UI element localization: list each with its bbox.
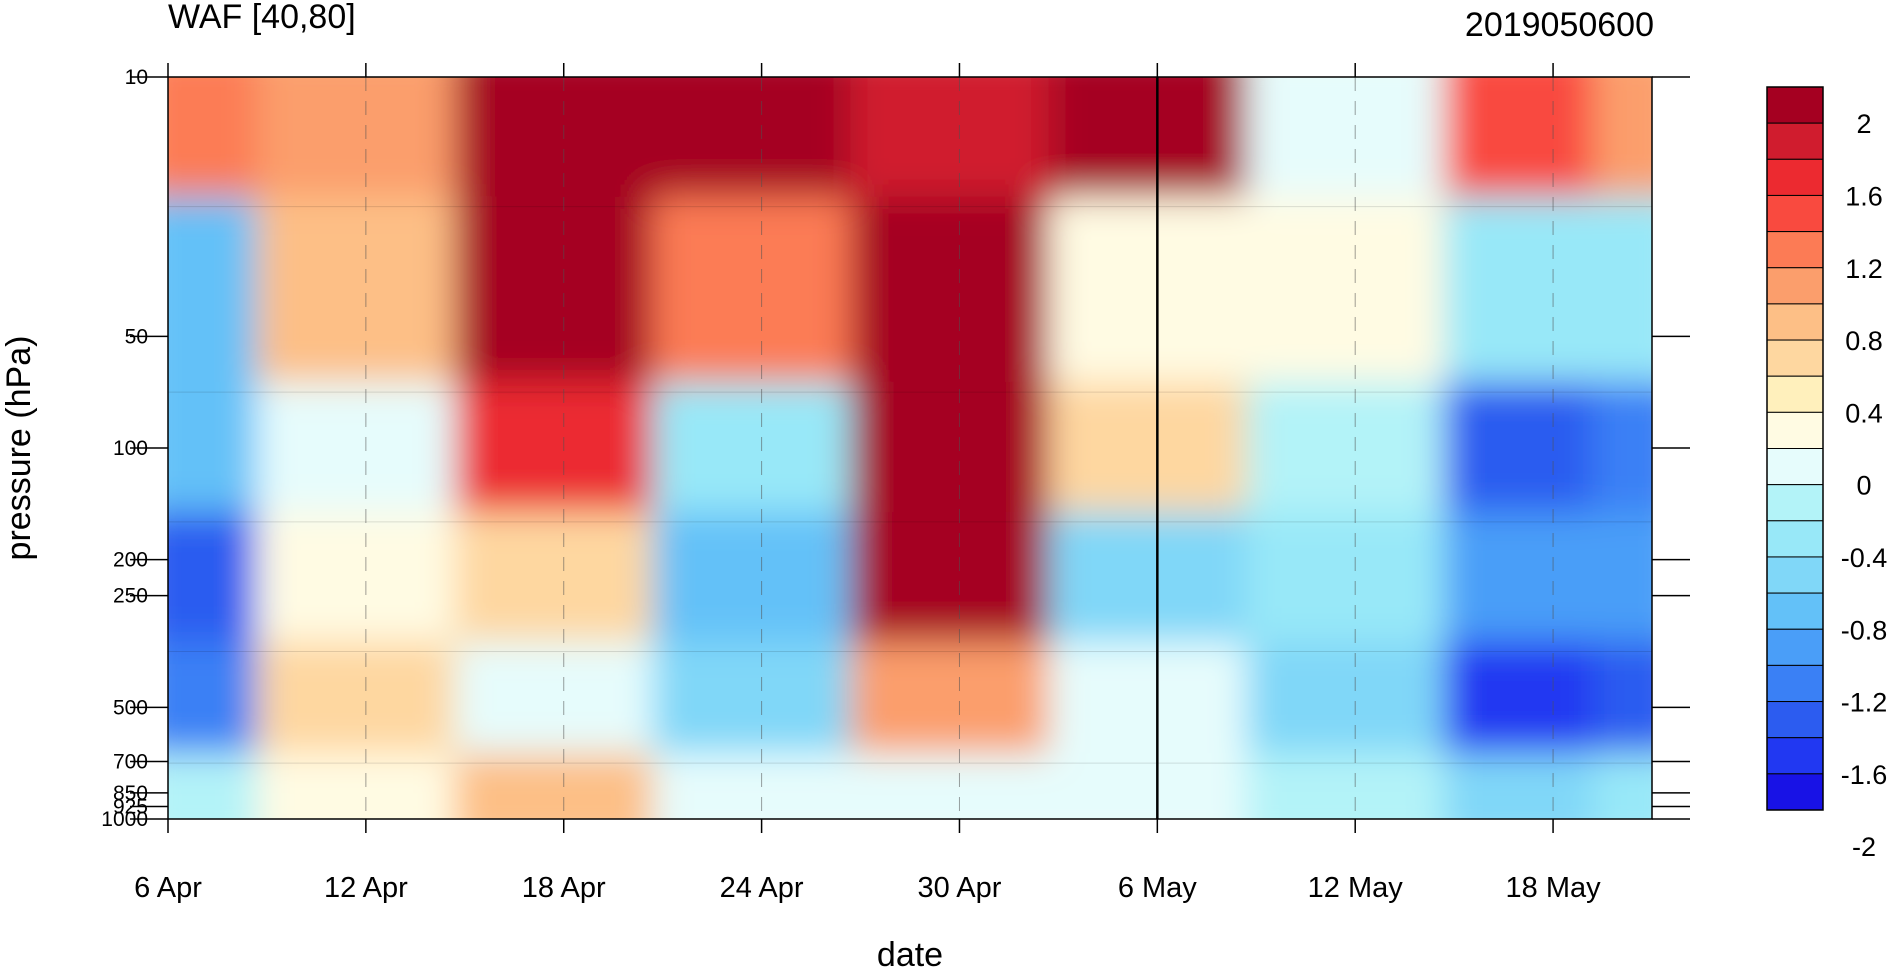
colorbar-swatch [1766, 520, 1824, 558]
y-tick-label: 100 [113, 437, 148, 460]
contour-cell [1444, 382, 1613, 532]
contour-field [168, 77, 1652, 819]
contour-cell [168, 382, 277, 532]
contour-cell [1444, 196, 1613, 403]
colorbar-frame [1766, 86, 1824, 811]
colorbar-label: 0 [1856, 471, 1871, 501]
colorbar-swatch [1766, 267, 1824, 305]
contour-cell [1246, 77, 1465, 217]
colorbar-label: 0.4 [1845, 398, 1883, 428]
colorbar-swatch [1766, 411, 1824, 450]
colorbar-swatch [1766, 628, 1824, 666]
colorbar-swatch [1766, 231, 1824, 269]
y-tick-label: 700 [113, 751, 148, 774]
colorbar-label: -0.4 [1841, 543, 1888, 573]
colorbar-label: 0.8 [1845, 326, 1883, 356]
colorbar-swatch [1766, 86, 1824, 124]
contour-cell [1592, 641, 1652, 774]
colorbar-swatch [1766, 303, 1824, 341]
contour-cell [1592, 511, 1652, 662]
contour-cell [1444, 511, 1613, 662]
colorbar-swatch [1766, 339, 1824, 377]
y-tick-label: 500 [113, 696, 148, 719]
y-tick-label: 250 [113, 585, 148, 608]
contour-cell [652, 77, 871, 217]
colorbar-swatch [1766, 701, 1824, 739]
colorbar-swatch [1766, 375, 1824, 413]
contour-cell [168, 77, 277, 217]
x-tick-label: 6 May [1118, 872, 1197, 904]
contour-cell [256, 382, 475, 532]
colorbar-swatch [1766, 448, 1824, 486]
contour-cell [168, 196, 277, 403]
contour-cell [454, 382, 673, 532]
x-tick-label: 6 Apr [134, 872, 202, 904]
colorbar-swatch [1766, 737, 1824, 775]
colorbar-label: 1.6 [1845, 181, 1883, 211]
x-tick-label: 12 Apr [324, 872, 408, 904]
x-axis: 6 Apr 12 Apr 18 Apr 24 Apr 30 Apr 6 May 12 May… [134, 63, 1601, 904]
colorbar-label: 2 [1856, 109, 1871, 139]
contour-cell [1592, 382, 1652, 532]
y-axis-label: pressure (hPa) [0, 336, 38, 561]
run-label: 2019050600 [1465, 6, 1654, 44]
colorbar-label: -1.6 [1841, 760, 1888, 790]
colorbar-swatch [1766, 592, 1824, 630]
contour-cell [454, 77, 673, 217]
colorbar-swatch [1766, 158, 1824, 196]
contour-cell [1592, 753, 1652, 819]
x-tick-label: 12 May [1308, 872, 1404, 904]
contour-cell [168, 511, 277, 662]
y-tick-label: 850 [113, 782, 148, 805]
contour-cell [1444, 77, 1613, 217]
colorbar-label: 1.2 [1845, 254, 1883, 284]
x-tick-label: 18 Apr [522, 872, 606, 904]
contour-cell [1444, 641, 1613, 774]
colorbar-swatch [1766, 484, 1824, 522]
y-tick-label: 10 [125, 66, 148, 89]
plot-area [167, 76, 1653, 820]
contour-cell [1444, 753, 1613, 819]
colorbar-swatch [1766, 664, 1824, 703]
x-tick-label: 30 Apr [918, 872, 1002, 904]
colorbar-swatch [1766, 556, 1824, 594]
contour-cell [256, 77, 475, 217]
colorbar-label: -1.2 [1841, 688, 1888, 718]
contour-cell [168, 753, 277, 819]
contour-cell [1592, 77, 1652, 217]
x-tick-label: 24 Apr [720, 872, 804, 904]
contour-cell [1246, 382, 1465, 532]
colorbar-label: -0.8 [1841, 615, 1888, 645]
colorbar-swatch [1766, 194, 1824, 233]
chart-title: WAF [40,80] [168, 0, 356, 36]
y-tick-label: 50 [125, 325, 148, 348]
contour-cell [850, 77, 1069, 217]
contour-cell [850, 382, 1069, 532]
colorbar: 2 1.6 1.2 0.8 0.4 0 -0.4 -0.8 -1.2 -1.6 -2 [1766, 86, 1888, 862]
y-tick-label: 200 [113, 549, 148, 572]
contour-cell [1592, 196, 1652, 403]
x-axis-label: date [877, 936, 943, 968]
colorbar-swatch [1766, 122, 1824, 160]
colorbar-label: -2 [1852, 832, 1876, 862]
x-tick-label: 18 May [1506, 872, 1602, 904]
y-tick-label: 925 [113, 795, 148, 818]
y-tick-label: 1000 [101, 808, 148, 831]
contour-cell [652, 382, 871, 532]
colorbar-swatch [1766, 773, 1824, 811]
